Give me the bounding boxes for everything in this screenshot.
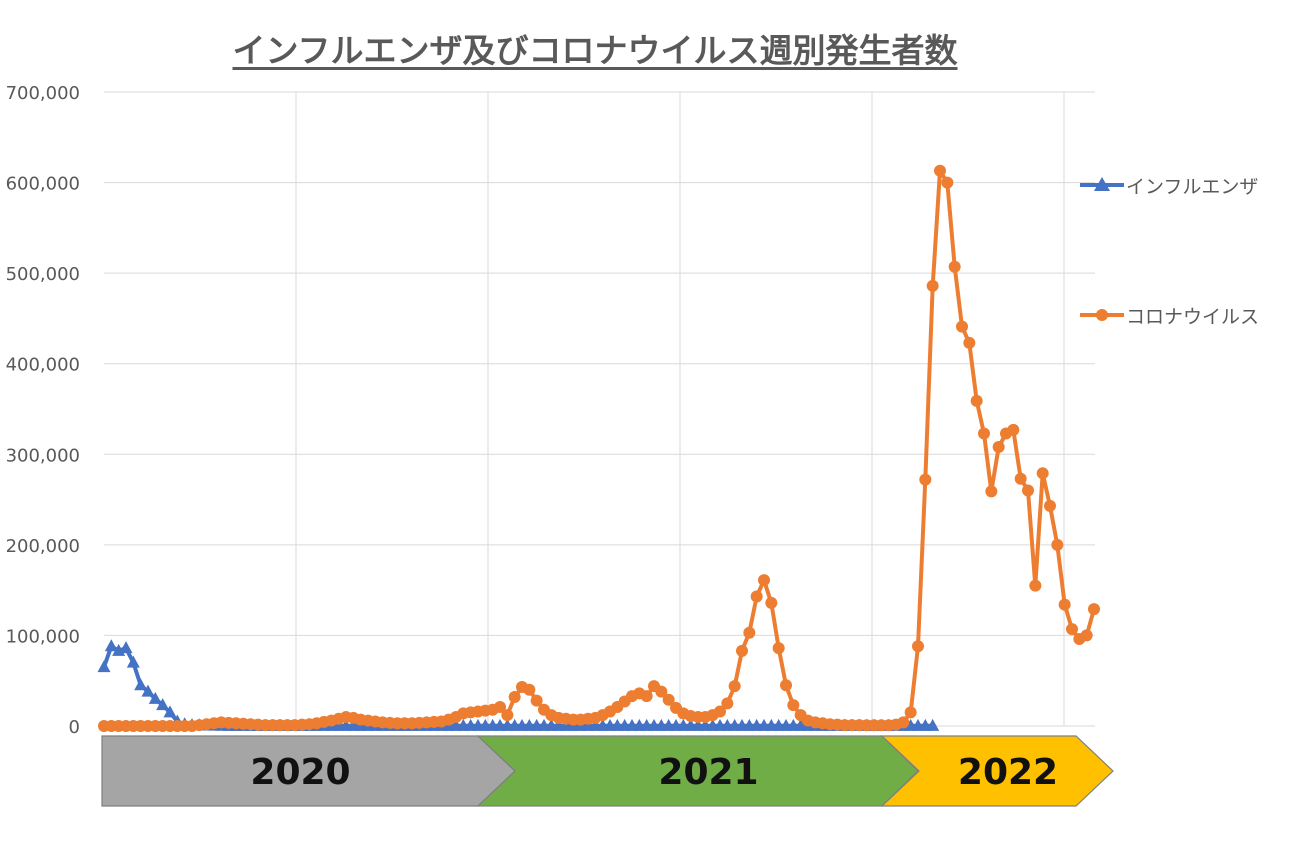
data-point-coronavirus bbox=[897, 716, 910, 729]
data-point-influenza bbox=[156, 698, 170, 711]
data-point-coronavirus bbox=[978, 427, 990, 440]
data-point-influenza bbox=[104, 639, 118, 652]
y-tick-label: 500,000 bbox=[6, 264, 80, 285]
year-band-2022 bbox=[880, 735, 1114, 807]
y-tick-label: 300,000 bbox=[6, 445, 80, 466]
legend-entry-coronavirus: コロナウイルス bbox=[1080, 302, 1259, 328]
data-point-coronavirus bbox=[736, 644, 748, 657]
data-point-influenza bbox=[926, 718, 940, 731]
data-point-coronavirus bbox=[721, 697, 734, 710]
data-point-influenza bbox=[148, 691, 162, 704]
y-tick-label: 200,000 bbox=[6, 536, 80, 557]
data-point-coronavirus bbox=[1022, 484, 1034, 497]
data-point-coronavirus bbox=[780, 679, 792, 692]
data-point-coronavirus bbox=[750, 590, 763, 603]
y-tick-label: 600,000 bbox=[6, 174, 80, 195]
legend-swatch-coronavirus bbox=[1080, 309, 1124, 321]
data-point-coronavirus bbox=[941, 176, 954, 189]
data-point-coronavirus bbox=[758, 574, 770, 587]
data-point-coronavirus bbox=[1014, 472, 1027, 485]
series-line-coronavirus bbox=[104, 168, 1096, 728]
data-point-coronavirus bbox=[662, 693, 675, 706]
data-point-coronavirus bbox=[772, 642, 785, 655]
data-point-coronavirus bbox=[743, 626, 756, 639]
data-point-coronavirus bbox=[1080, 629, 1093, 642]
data-point-coronavirus bbox=[501, 709, 514, 722]
data-point-influenza bbox=[163, 705, 177, 718]
data-point-influenza bbox=[126, 655, 140, 668]
data-point-coronavirus bbox=[956, 320, 968, 333]
data-point-coronavirus bbox=[494, 700, 506, 713]
data-point-coronavirus bbox=[963, 336, 976, 349]
data-point-coronavirus bbox=[904, 706, 917, 719]
data-point-coronavirus bbox=[985, 485, 998, 498]
year-band-label-2020: 2020 bbox=[250, 752, 350, 793]
data-point-influenza bbox=[119, 641, 133, 654]
data-point-coronavirus bbox=[640, 690, 653, 703]
legend-entry-influenza: インフルエンザ bbox=[1080, 172, 1258, 198]
data-point-influenza bbox=[97, 660, 111, 673]
data-point-coronavirus bbox=[655, 685, 668, 698]
y-tick-label: 0 bbox=[69, 717, 80, 738]
data-point-coronavirus bbox=[1036, 467, 1049, 480]
data-point-coronavirus bbox=[934, 164, 946, 177]
data-point-coronavirus bbox=[765, 596, 778, 609]
data-point-coronavirus bbox=[948, 260, 961, 273]
data-point-coronavirus bbox=[523, 683, 536, 696]
data-point-coronavirus bbox=[508, 691, 521, 704]
data-point-coronavirus bbox=[728, 680, 741, 693]
data-point-influenza bbox=[134, 678, 148, 691]
data-point-influenza bbox=[141, 684, 155, 697]
data-point-coronavirus bbox=[1058, 598, 1071, 611]
legend-swatch-influenza bbox=[1080, 177, 1124, 191]
legend-label-coronavirus: コロナウイルス bbox=[1126, 305, 1260, 328]
y-tick-label: 400,000 bbox=[6, 355, 80, 376]
data-point-coronavirus bbox=[970, 394, 983, 407]
data-point-coronavirus bbox=[714, 705, 726, 718]
data-point-coronavirus bbox=[912, 640, 924, 653]
chart-title: インフルエンザ及びコロナウイルス週別発生者数 bbox=[232, 31, 958, 70]
data-point-coronavirus bbox=[992, 441, 1005, 454]
y-tick-label: 100,000 bbox=[6, 626, 80, 647]
data-point-coronavirus bbox=[926, 279, 939, 292]
year-band-label-2021: 2021 bbox=[658, 752, 758, 793]
data-point-coronavirus bbox=[1029, 579, 1042, 592]
data-point-coronavirus bbox=[1044, 499, 1056, 512]
data-point-coronavirus bbox=[919, 473, 932, 486]
data-point-coronavirus bbox=[1066, 623, 1078, 636]
legend-label-influenza: インフルエンザ bbox=[1126, 175, 1259, 198]
data-point-coronavirus bbox=[1088, 603, 1100, 616]
year-band-label-2022: 2022 bbox=[958, 752, 1058, 793]
data-point-coronavirus bbox=[1051, 538, 1064, 551]
data-point-coronavirus bbox=[787, 699, 800, 712]
data-point-coronavirus bbox=[530, 694, 543, 707]
data-point-coronavirus bbox=[1007, 423, 1020, 436]
y-tick-label: 700,000 bbox=[6, 83, 80, 104]
